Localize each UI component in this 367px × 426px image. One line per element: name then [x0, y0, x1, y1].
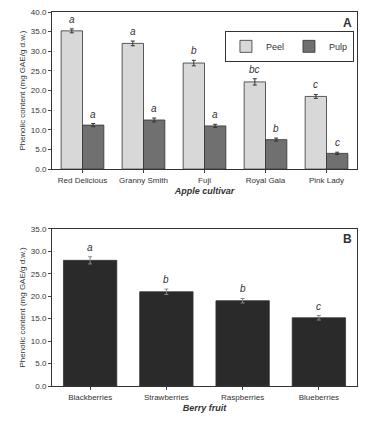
- svg-text:b: b: [240, 283, 246, 294]
- svg-text:c: c: [335, 137, 340, 148]
- svg-text:25.0: 25.0: [31, 67, 47, 76]
- svg-text:Red Delicious: Red Delicious: [58, 176, 107, 185]
- svg-text:bc: bc: [249, 64, 260, 75]
- svg-text:15.0: 15.0: [31, 314, 47, 323]
- svg-text:Blueberries: Blueberries: [299, 393, 339, 402]
- svg-text:35.0: 35.0: [31, 27, 47, 36]
- svg-text:a: a: [87, 242, 93, 253]
- svg-text:b: b: [273, 123, 279, 134]
- svg-text:A: A: [343, 16, 352, 30]
- svg-text:a: a: [90, 109, 96, 120]
- svg-text:b: b: [163, 274, 169, 285]
- svg-text:Phenolic content (mg GAE/g d.w: Phenolic content (mg GAE/g d.w.): [18, 247, 27, 367]
- svg-text:25.0: 25.0: [31, 270, 47, 279]
- svg-text:a: a: [130, 26, 136, 37]
- svg-text:a: a: [151, 103, 157, 114]
- svg-text:Fuji: Fuji: [198, 176, 211, 185]
- svg-text:Strawberries: Strawberries: [144, 393, 189, 402]
- svg-text:c: c: [313, 79, 318, 90]
- svg-text:15.0: 15.0: [31, 106, 47, 115]
- svg-text:Blackberries: Blackberries: [68, 393, 112, 402]
- svg-text:Pink Lady: Pink Lady: [309, 176, 344, 185]
- svg-text:35.0: 35.0: [31, 225, 47, 234]
- svg-text:20.0: 20.0: [31, 86, 47, 95]
- svg-text:Berry fruit: Berry fruit: [183, 403, 228, 413]
- svg-text:Phenolic content (mg GAE/g d.w: Phenolic content (mg GAE/g d.w.): [18, 30, 27, 150]
- svg-text:0.0: 0.0: [35, 382, 47, 391]
- svg-text:10.0: 10.0: [31, 126, 47, 135]
- svg-text:30.0: 30.0: [31, 247, 47, 256]
- svg-text:5.0: 5.0: [35, 145, 47, 154]
- svg-text:0.0: 0.0: [35, 165, 47, 174]
- svg-text:30.0: 30.0: [31, 47, 47, 56]
- svg-text:Raspberries: Raspberries: [221, 393, 264, 402]
- svg-text:Granny Smith: Granny Smith: [119, 176, 168, 185]
- svg-text:a: a: [212, 109, 218, 120]
- svg-text:c: c: [316, 301, 321, 312]
- svg-text:b: b: [191, 45, 197, 56]
- svg-text:Pulp: Pulp: [329, 42, 347, 52]
- svg-text:Apple cultivar: Apple cultivar: [174, 186, 235, 196]
- svg-text:Royal Gala: Royal Gala: [246, 176, 286, 185]
- svg-text:Peel: Peel: [266, 42, 284, 52]
- svg-text:40.0: 40.0: [31, 8, 47, 17]
- svg-text:a: a: [69, 14, 75, 25]
- svg-text:20.0: 20.0: [31, 292, 47, 301]
- svg-text:5.0: 5.0: [35, 359, 47, 368]
- svg-text:10.0: 10.0: [31, 337, 47, 346]
- svg-text:B: B: [343, 232, 352, 246]
